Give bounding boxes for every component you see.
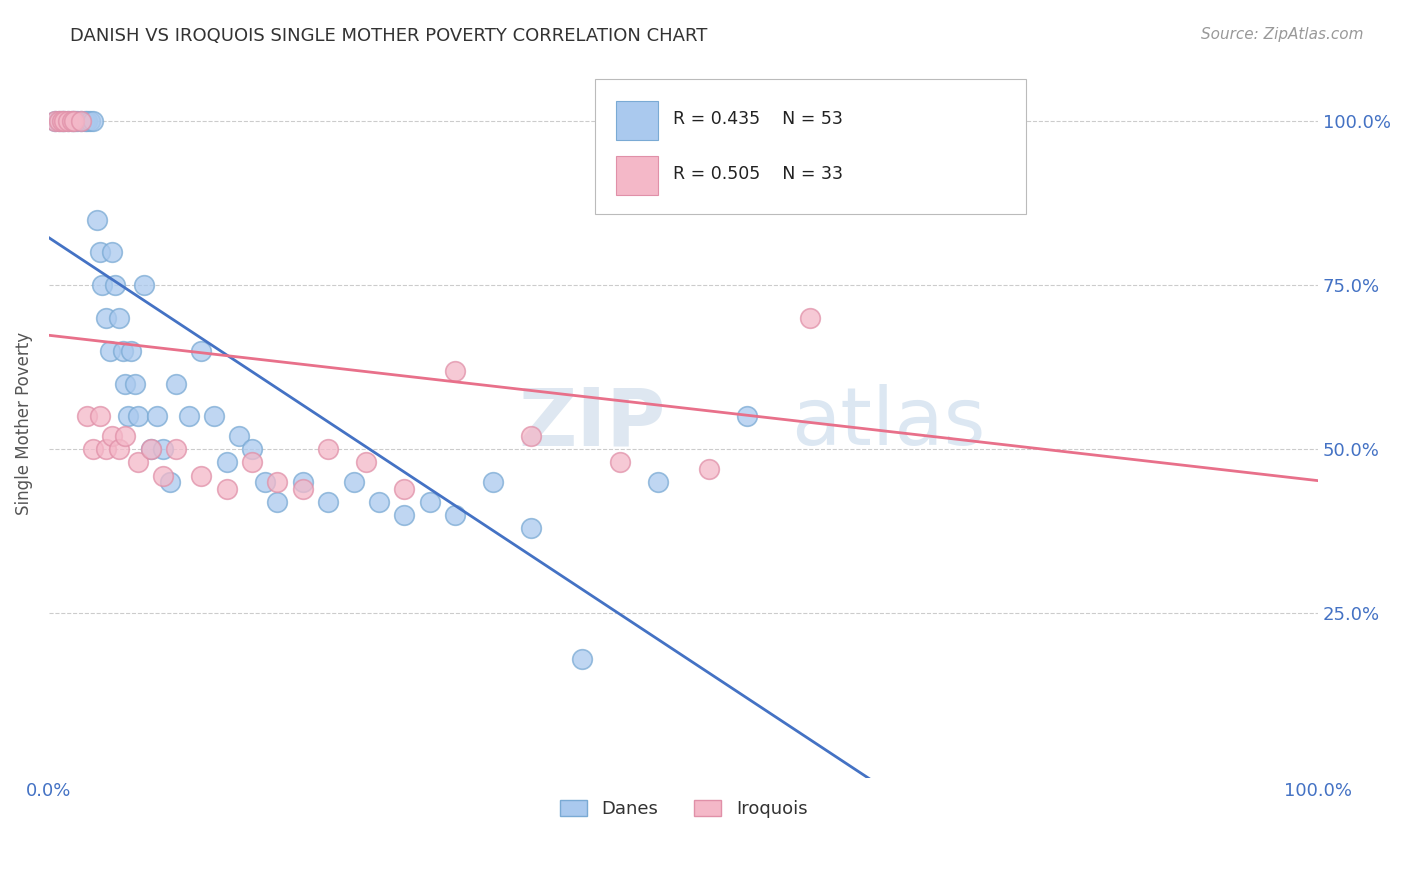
Point: [228, 429, 250, 443]
Point: [139, 442, 162, 457]
Point: [107, 442, 129, 457]
Point: [114, 429, 136, 443]
Point: [520, 521, 543, 535]
Point: [53, 114, 76, 128]
Point: [89, 245, 111, 260]
Point: [291, 482, 314, 496]
Point: [152, 468, 174, 483]
Point: [165, 376, 187, 391]
Point: [76, 409, 98, 424]
Point: [394, 508, 416, 522]
Point: [799, 310, 821, 325]
Point: [342, 475, 364, 490]
Point: [48, 114, 70, 128]
Point: [63, 114, 86, 128]
Point: [394, 482, 416, 496]
Point: [215, 482, 238, 496]
Point: [571, 652, 593, 666]
Text: ZIP: ZIP: [519, 384, 666, 462]
Point: [124, 376, 146, 391]
Point: [165, 442, 187, 457]
Point: [240, 442, 263, 457]
Point: [60, 114, 83, 128]
Point: [927, 114, 949, 128]
Point: [89, 409, 111, 424]
Point: [316, 442, 339, 457]
Point: [190, 343, 212, 358]
Point: [76, 114, 98, 128]
Point: [114, 376, 136, 391]
FancyBboxPatch shape: [595, 79, 1026, 214]
Point: [202, 409, 225, 424]
Text: R = 0.505    N = 33: R = 0.505 N = 33: [673, 164, 844, 183]
Point: [152, 442, 174, 457]
Point: [69, 114, 91, 128]
Point: [316, 495, 339, 509]
Point: [101, 429, 124, 443]
Point: [56, 114, 79, 128]
FancyBboxPatch shape: [616, 156, 658, 195]
Point: [60, 114, 83, 128]
Point: [520, 429, 543, 443]
Point: [69, 114, 91, 128]
Point: [444, 508, 467, 522]
Point: [82, 114, 104, 128]
Point: [98, 343, 121, 358]
Point: [127, 409, 149, 424]
Point: [177, 409, 200, 424]
Point: [735, 409, 758, 424]
Point: [82, 442, 104, 457]
Point: [146, 409, 169, 424]
Point: [266, 495, 288, 509]
Point: [368, 495, 391, 509]
Point: [159, 475, 181, 490]
Point: [127, 455, 149, 469]
Point: [101, 245, 124, 260]
Point: [63, 114, 86, 128]
Point: [51, 114, 73, 128]
Point: [482, 475, 505, 490]
Point: [44, 114, 66, 128]
Point: [94, 310, 117, 325]
Point: [134, 278, 156, 293]
Point: [53, 114, 76, 128]
Legend: Danes, Iroquois: Danes, Iroquois: [553, 793, 814, 825]
FancyBboxPatch shape: [616, 101, 658, 140]
Point: [94, 442, 117, 457]
Text: R = 0.435    N = 53: R = 0.435 N = 53: [673, 110, 844, 128]
Point: [139, 442, 162, 457]
Text: atlas: atlas: [792, 384, 986, 462]
Point: [51, 114, 73, 128]
Point: [444, 363, 467, 377]
Point: [48, 114, 70, 128]
Point: [419, 495, 441, 509]
Text: DANISH VS IROQUOIS SINGLE MOTHER POVERTY CORRELATION CHART: DANISH VS IROQUOIS SINGLE MOTHER POVERTY…: [70, 27, 707, 45]
Point: [91, 278, 114, 293]
Point: [697, 462, 720, 476]
Point: [647, 475, 669, 490]
Point: [291, 475, 314, 490]
Point: [266, 475, 288, 490]
Point: [117, 409, 139, 424]
Point: [609, 455, 631, 469]
Point: [121, 343, 143, 358]
Y-axis label: Single Mother Poverty: Single Mother Poverty: [15, 332, 32, 515]
Point: [79, 114, 101, 128]
Point: [111, 343, 134, 358]
Point: [44, 114, 66, 128]
Point: [356, 455, 378, 469]
Point: [253, 475, 276, 490]
Point: [56, 114, 79, 128]
Point: [190, 468, 212, 483]
Point: [107, 310, 129, 325]
Point: [240, 455, 263, 469]
Point: [215, 455, 238, 469]
Point: [104, 278, 127, 293]
Point: [66, 114, 89, 128]
Point: [86, 212, 108, 227]
Point: [73, 114, 96, 128]
Text: Source: ZipAtlas.com: Source: ZipAtlas.com: [1201, 27, 1364, 42]
